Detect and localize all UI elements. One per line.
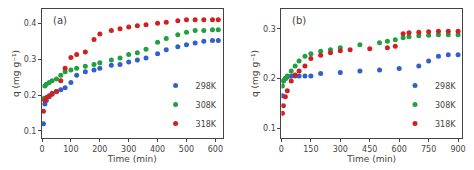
svg-text:0.2: 0.2	[24, 91, 37, 100]
svg-text:100: 100	[63, 145, 78, 154]
svg-text:0.3: 0.3	[24, 55, 37, 64]
svg-text:200: 200	[92, 145, 107, 154]
svg-text:0.1: 0.1	[263, 124, 276, 133]
svg-text:150: 150	[303, 145, 318, 154]
svg-text:750: 750	[421, 145, 436, 154]
svg-text:298K: 298K	[196, 82, 217, 91]
svg-text:q (mg g⁻¹): q (mg g⁻¹)	[11, 50, 21, 97]
svg-text:0.3: 0.3	[263, 25, 276, 34]
svg-text:0.2: 0.2	[263, 74, 276, 83]
svg-text:300: 300	[333, 145, 348, 154]
svg-text:0.4: 0.4	[24, 19, 37, 28]
svg-text:0: 0	[39, 145, 44, 154]
svg-text:318K: 318K	[435, 120, 456, 129]
svg-text:298K: 298K	[435, 82, 456, 91]
svg-text:400: 400	[150, 145, 165, 154]
svg-text:q (mg g⁻¹): q (mg g⁻¹)	[250, 50, 260, 97]
svg-text:600: 600	[208, 145, 223, 154]
svg-text:600: 600	[392, 145, 407, 154]
svg-text:900: 900	[450, 145, 465, 154]
svg-text:Time (min): Time (min)	[107, 154, 157, 164]
svg-text:0.1: 0.1	[24, 127, 37, 136]
svg-text:(a): (a)	[53, 15, 67, 26]
svg-text:308K: 308K	[435, 101, 456, 110]
svg-text:0: 0	[279, 145, 284, 154]
svg-text:500: 500	[179, 145, 194, 154]
svg-text:(b): (b)	[292, 15, 306, 26]
svg-text:Time (min): Time (min)	[346, 154, 396, 164]
svg-text:318K: 318K	[196, 120, 217, 129]
svg-text:450: 450	[362, 145, 377, 154]
svg-text:308K: 308K	[196, 101, 217, 110]
svg-text:300: 300	[121, 145, 136, 154]
